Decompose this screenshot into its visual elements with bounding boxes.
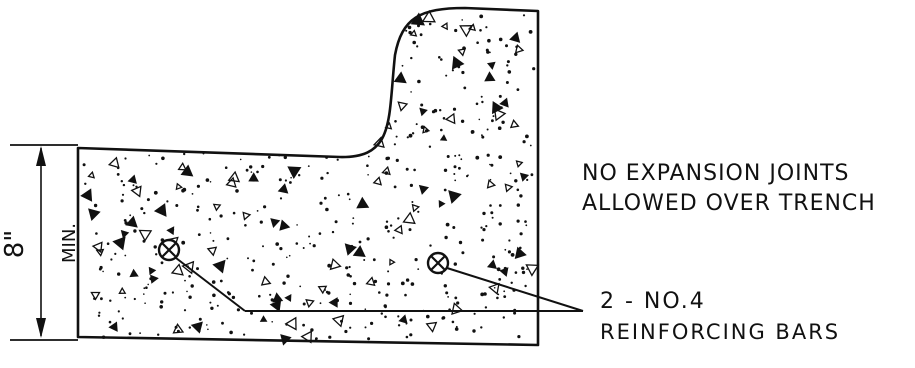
leader-to-right-bar bbox=[446, 267, 584, 312]
leader-to-left-bar bbox=[175, 257, 246, 312]
rebar-right bbox=[426, 251, 450, 275]
dimension-arrow-bottom bbox=[36, 318, 46, 338]
dimension-marker bbox=[10, 144, 78, 341]
dimension-qualifier: MIN. bbox=[59, 222, 80, 264]
aggregate-texture bbox=[80, 9, 540, 346]
rebar-leaders bbox=[175, 257, 584, 312]
rebar-note-line2: REINFORCING BARS bbox=[600, 320, 841, 344]
rebar-left bbox=[157, 238, 181, 262]
rebar-note-line1: 2 - NO.4 bbox=[600, 289, 706, 314]
dimension-value: 8" bbox=[0, 229, 30, 259]
expansion-note-line2: ALLOWED OVER TRENCH bbox=[582, 191, 876, 216]
dimension-arrow-top bbox=[36, 146, 46, 166]
expansion-note-line1: NO EXPANSION JOINTS bbox=[582, 161, 850, 186]
concrete-outline bbox=[76, 6, 540, 347]
